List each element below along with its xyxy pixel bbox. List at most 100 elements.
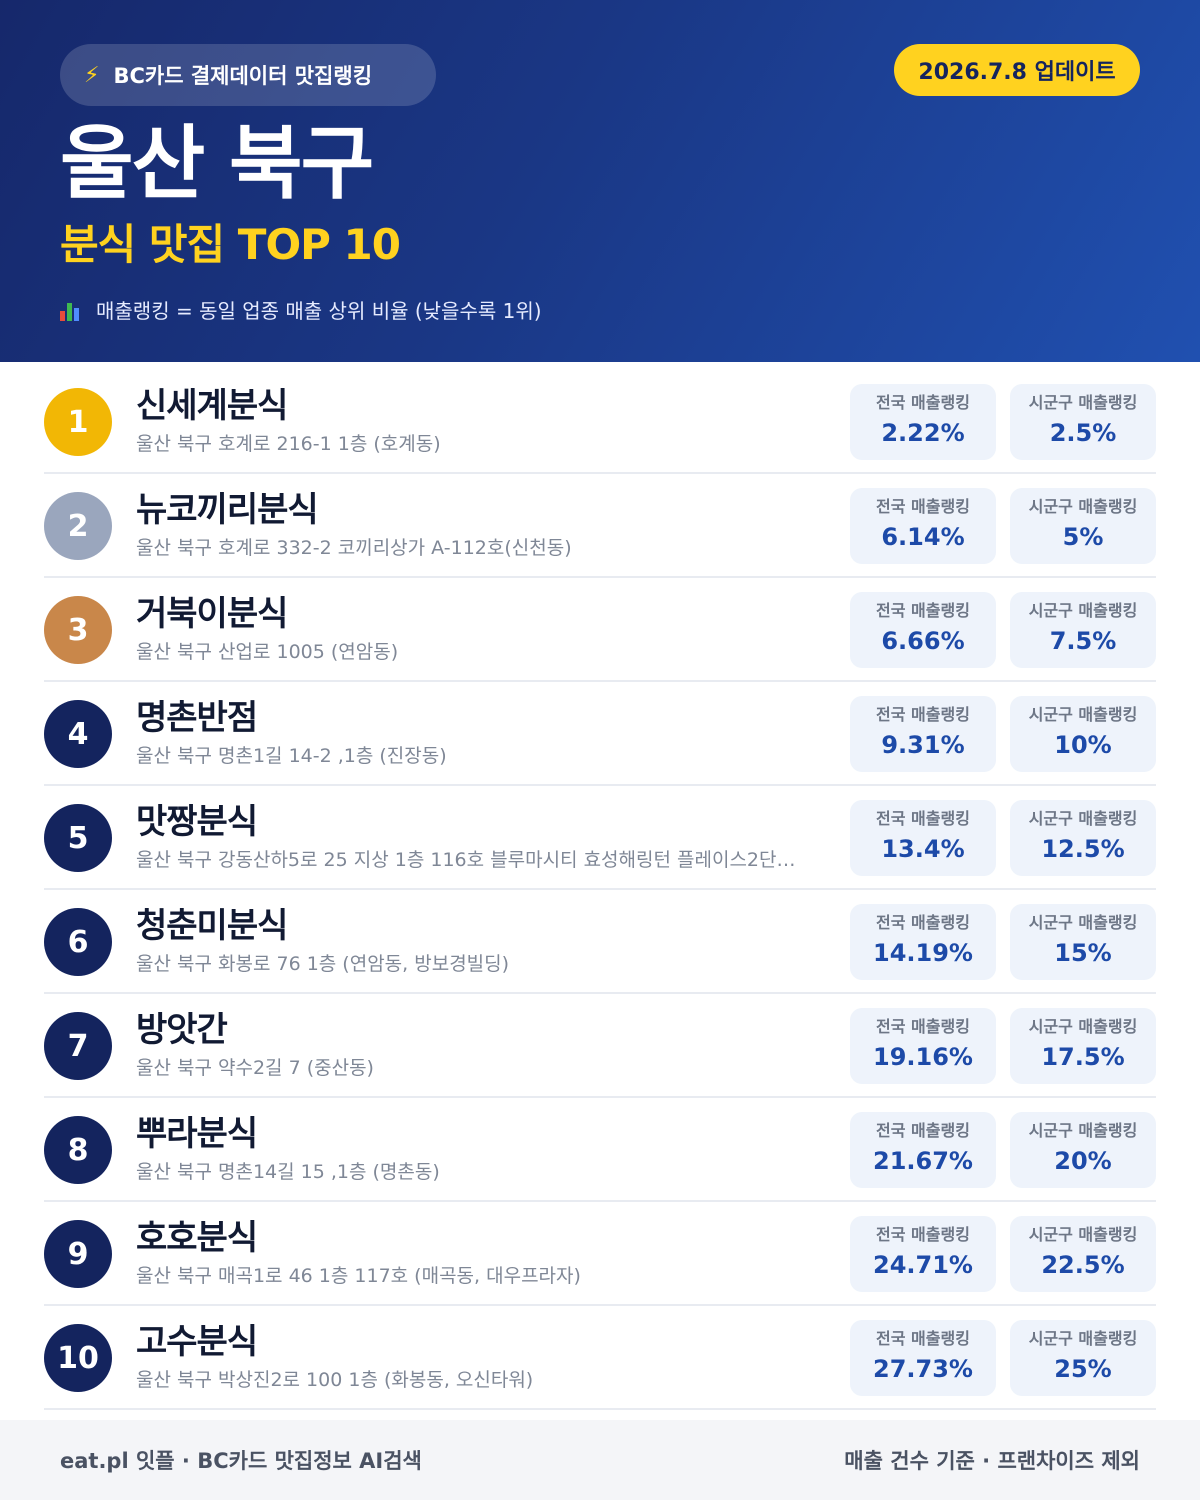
national-ranking-card: 전국 매출랭킹 21.67% (850, 1112, 996, 1188)
ranking-legend-text: 매출랭킹 = 동일 업종 매출 상위 비율 (낮을수록 1위) (96, 299, 542, 323)
local-ranking-label: 시군구 매출랭킹 (1028, 601, 1138, 620)
restaurant-name[interactable]: 고수분식 (136, 1322, 258, 1362)
local-ranking-card: 시군구 매출랭킹 5% (1010, 488, 1156, 564)
local-ranking-label: 시군구 매출랭킹 (1028, 1225, 1138, 1244)
restaurant-name[interactable]: 맛짱분식 (136, 802, 258, 842)
local-ranking-label: 시군구 매출랭킹 (1028, 1121, 1138, 1140)
footer-note: 매출 건수 기준 · 프랜차이즈 제외 (844, 1449, 1140, 1473)
restaurant-name[interactable]: 뉴코끼리분식 (136, 490, 319, 530)
local-ranking-value: 10% (1054, 731, 1112, 759)
restaurant-name[interactable]: 거북이분식 (136, 594, 288, 634)
national-ranking-label: 전국 매출랭킹 (876, 809, 970, 828)
national-ranking-label: 전국 매출랭킹 (876, 1329, 970, 1348)
local-ranking-card: 시군구 매출랭킹 10% (1010, 696, 1156, 772)
restaurant-address: 울산 북구 강동산하5로 25 지상 1층 116호 블루마시티 효성해링턴 플… (136, 849, 796, 871)
bar-chart-icon (60, 301, 82, 321)
local-ranking-label: 시군구 매출랭킹 (1028, 1329, 1138, 1348)
national-ranking-label: 전국 매출랭킹 (876, 913, 970, 932)
local-ranking-value: 17.5% (1041, 1043, 1125, 1071)
local-ranking-value: 2.5% (1049, 419, 1117, 447)
restaurant-name[interactable]: 방앗간 (136, 1010, 228, 1050)
restaurant-address: 울산 북구 산업로 1005 (연암동) (136, 641, 399, 663)
local-ranking-value: 7.5% (1049, 627, 1117, 655)
national-ranking-card: 전국 매출랭킹 14.19% (850, 904, 996, 980)
national-ranking-label: 전국 매출랭킹 (876, 1017, 970, 1036)
national-ranking-value: 9.31% (881, 731, 965, 759)
national-ranking-card: 전국 매출랭킹 6.14% (850, 488, 996, 564)
national-ranking-label: 전국 매출랭킹 (876, 393, 970, 412)
national-ranking-value: 6.14% (881, 523, 965, 551)
national-ranking-card: 전국 매출랭킹 19.16% (850, 1008, 996, 1084)
national-ranking-value: 19.16% (873, 1043, 973, 1071)
national-ranking-card: 전국 매출랭킹 27.73% (850, 1320, 996, 1396)
restaurant-address: 울산 북구 약수2길 7 (중산동) (136, 1057, 374, 1079)
restaurant-address: 울산 북구 박상진2로 100 1층 (화봉동, 오신타워) (136, 1369, 534, 1391)
local-ranking-label: 시군구 매출랭킹 (1028, 1017, 1138, 1036)
restaurant-name[interactable]: 뿌라분식 (136, 1114, 258, 1154)
local-ranking-value: 5% (1062, 523, 1104, 551)
restaurant-row[interactable]: 4 명촌반점 울산 북구 명촌1길 14-2 ,1층 (진장동) 전국 매출랭킹 9.3… (44, 682, 1156, 786)
local-ranking-label: 시군구 매출랭킹 (1028, 913, 1138, 932)
national-ranking-label: 전국 매출랭킹 (876, 601, 970, 620)
rank-badge: 7 (44, 1012, 112, 1080)
national-ranking-label: 전국 매출랭킹 (876, 1225, 970, 1244)
local-ranking-card: 시군구 매출랭킹 22.5% (1010, 1216, 1156, 1292)
rank-badge: 9 (44, 1220, 112, 1288)
header-banner: ⚡ BC카드 결제데이터 맛집랭킹 2026.7.8 업데이트 울산 북구 분식… (0, 0, 1200, 362)
source-badge: ⚡ BC카드 결제데이터 맛집랭킹 (60, 44, 436, 106)
restaurant-row[interactable]: 2 뉴코끼리분식 울산 북구 호계로 332-2 코끼리상가 A-112호(신천동)… (44, 474, 1156, 578)
update-date-badge: 2026.7.8 업데이트 (894, 44, 1140, 96)
local-ranking-label: 시군구 매출랭킹 (1028, 809, 1138, 828)
local-ranking-label: 시군구 매출랭킹 (1028, 705, 1138, 724)
rank-badge: 8 (44, 1116, 112, 1184)
ranking-list: 1 신세계분식 울산 북구 호계로 216-1 1층 (호계동) 전국 매출랭킹 2.2… (44, 370, 1156, 1410)
restaurant-address: 울산 북구 화봉로 76 1층 (연암동, 방보경빌딩) (136, 953, 510, 975)
ranking-legend: 매출랭킹 = 동일 업종 매출 상위 비율 (낮을수록 1위) (60, 296, 542, 326)
local-ranking-value: 20% (1054, 1147, 1112, 1175)
page-title: 울산 북구 (60, 117, 374, 210)
national-ranking-value: 13.4% (881, 835, 965, 863)
local-ranking-card: 시군구 매출랭킹 17.5% (1010, 1008, 1156, 1084)
national-ranking-card: 전국 매출랭킹 6.66% (850, 592, 996, 668)
national-ranking-card: 전국 매출랭킹 24.71% (850, 1216, 996, 1292)
local-ranking-label: 시군구 매출랭킹 (1028, 393, 1138, 412)
footer-source: eat.pl 잇플 · BC카드 맛집정보 AI검색 (60, 1449, 422, 1473)
national-ranking-label: 전국 매출랭킹 (876, 705, 970, 724)
local-ranking-value: 22.5% (1041, 1251, 1125, 1279)
national-ranking-value: 21.67% (873, 1147, 973, 1175)
restaurant-address: 울산 북구 명촌14길 15 ,1층 (명촌동) (136, 1161, 440, 1183)
national-ranking-card: 전국 매출랭킹 2.22% (850, 384, 996, 460)
local-ranking-card: 시군구 매출랭킹 2.5% (1010, 384, 1156, 460)
rank-badge: 2 (44, 492, 112, 560)
national-ranking-value: 24.71% (873, 1251, 973, 1279)
rank-badge: 5 (44, 804, 112, 872)
restaurant-row[interactable]: 1 신세계분식 울산 북구 호계로 216-1 1층 (호계동) 전국 매출랭킹 2.2… (44, 370, 1156, 474)
national-ranking-value: 14.19% (873, 939, 973, 967)
footer: eat.pl 잇플 · BC카드 맛집정보 AI검색 매출 건수 기준 · 프랜… (0, 1420, 1200, 1500)
restaurant-address: 울산 북구 매곡1로 46 1층 117호 (매곡동, 대우프라자) (136, 1265, 581, 1287)
rank-badge: 6 (44, 908, 112, 976)
restaurant-name[interactable]: 청춘미분식 (136, 906, 288, 946)
restaurant-address: 울산 북구 명촌1길 14-2 ,1층 (진장동) (136, 745, 447, 767)
local-ranking-label: 시군구 매출랭킹 (1028, 497, 1138, 516)
restaurant-name[interactable]: 명촌반점 (136, 698, 258, 738)
local-ranking-card: 시군구 매출랭킹 20% (1010, 1112, 1156, 1188)
national-ranking-value: 27.73% (873, 1355, 973, 1383)
restaurant-name[interactable]: 신세계분식 (136, 386, 288, 426)
local-ranking-value: 12.5% (1041, 835, 1125, 863)
rank-badge: 10 (44, 1324, 112, 1392)
national-ranking-value: 2.22% (881, 419, 965, 447)
rank-badge: 3 (44, 596, 112, 664)
restaurant-name[interactable]: 호호분식 (136, 1218, 258, 1258)
local-ranking-card: 시군구 매출랭킹 15% (1010, 904, 1156, 980)
restaurant-address: 울산 북구 호계로 216-1 1층 (호계동) (136, 433, 441, 455)
local-ranking-card: 시군구 매출랭킹 25% (1010, 1320, 1156, 1396)
local-ranking-value: 25% (1054, 1355, 1112, 1383)
